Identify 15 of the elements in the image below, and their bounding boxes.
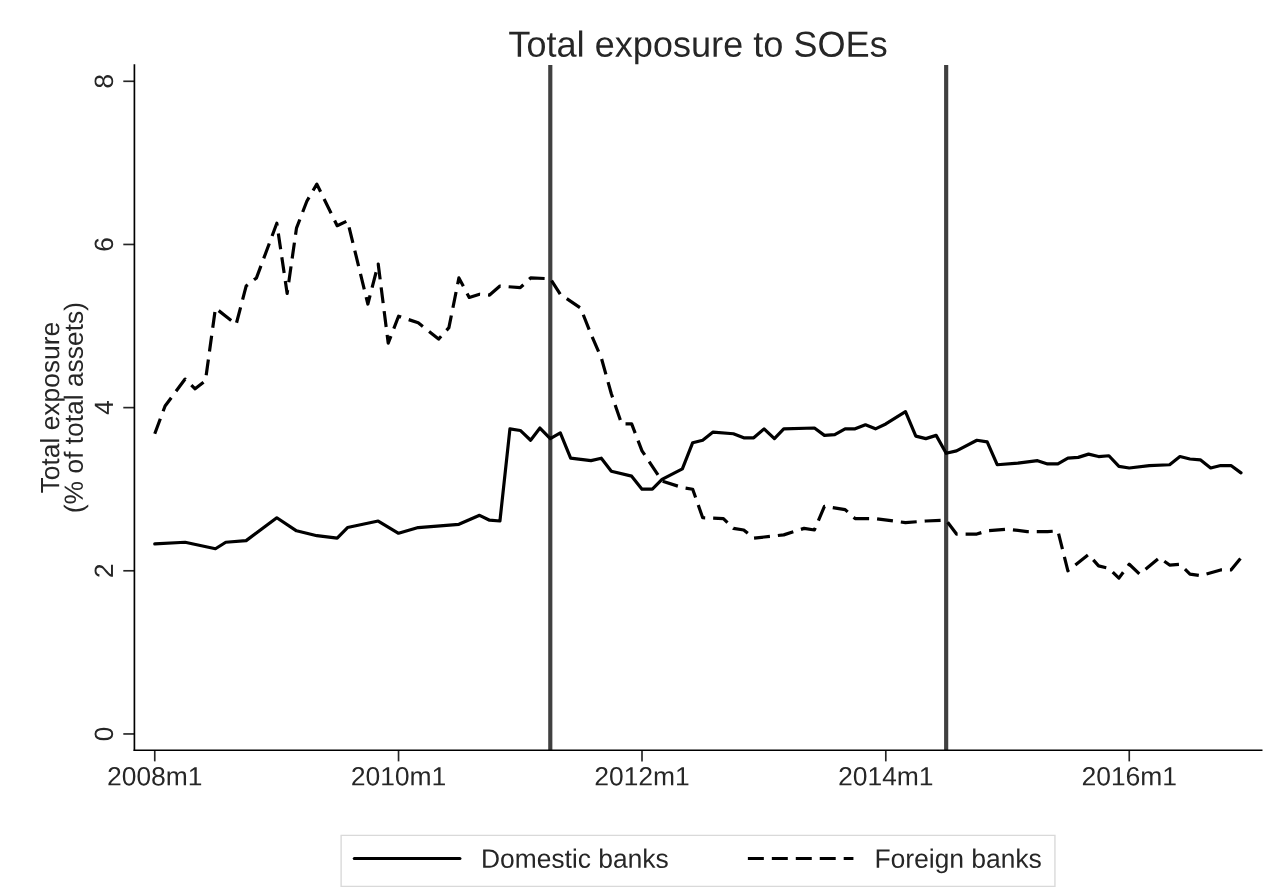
x-tick-label: 2016m1	[1082, 766, 1176, 786]
chart-title: Total exposure to SOEs	[509, 30, 887, 65]
legend-label: Domestic banks	[483, 848, 668, 868]
legend-label: Foreign banks	[876, 848, 1041, 874]
x-tick-label: 2010m1	[352, 766, 445, 786]
x-tick-label: 2014m1	[839, 766, 933, 786]
y-tick-label: 0	[94, 727, 114, 741]
x-tick-label: 2008m1	[108, 766, 202, 786]
y-tick-label: 4	[94, 401, 113, 415]
line-series	[153, 182, 1243, 580]
y-tick-label: 6	[94, 238, 114, 251]
x-tick-label: 2012m1	[595, 766, 689, 786]
y-tick-label: 2	[94, 564, 113, 577]
y-axis-title: Total exposure (% of total assets)	[40, 303, 89, 512]
y-tick-label: 8	[94, 75, 114, 88]
